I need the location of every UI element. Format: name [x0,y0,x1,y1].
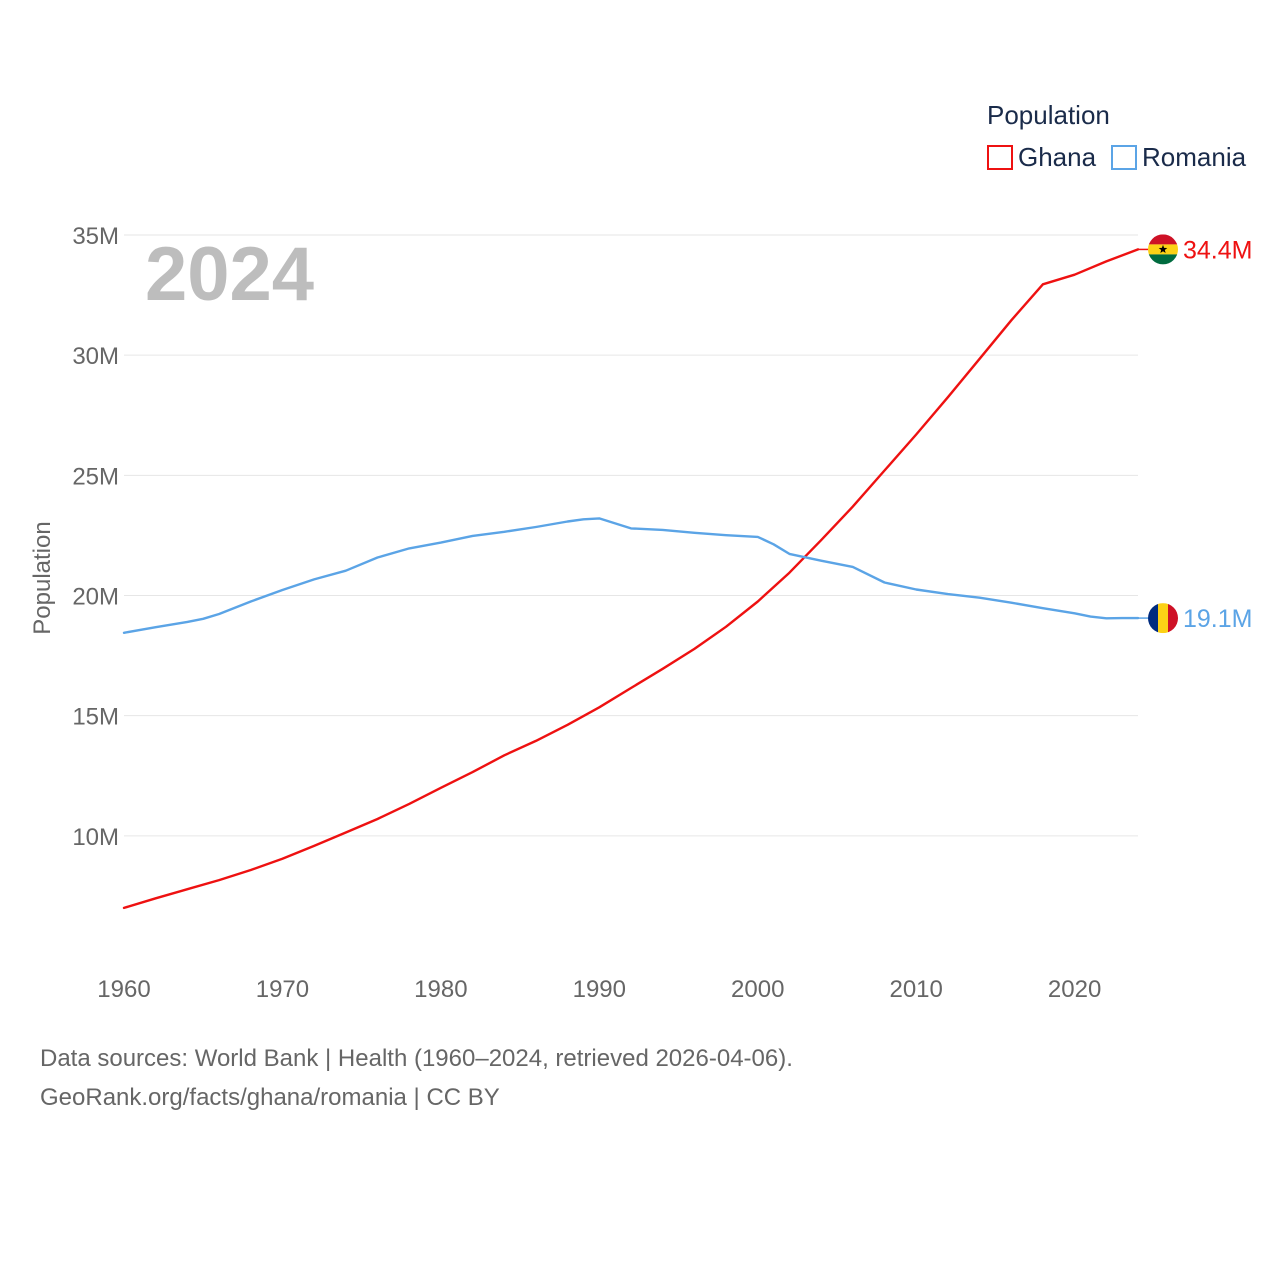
series-lines [122,248,1140,910]
x-tick-label: 1960 [97,976,150,1003]
y-tick-label: 10M [72,824,119,851]
legend-swatch-ghana [987,145,1013,170]
x-tick-label: 1970 [256,976,309,1003]
end-value-label-ghana: 34.4M [1183,236,1252,264]
x-axis-ticks: 1960 1970 1980 1990 2000 2010 2020 [97,976,1101,1003]
footer-sources: Data sources: World Bank | Health (1960–… [40,1045,793,1072]
series-end-markers: 34.4M 19.1M [1138,234,1252,634]
x-tick-label: 2010 [889,976,942,1003]
y-tick-label: 20M [72,584,119,611]
legend-label-ghana: Ghana [1018,142,1097,172]
x-tick-label: 1990 [573,976,626,1003]
legend-swatch-romania [1111,145,1137,170]
y-tick-label: 35M [72,223,119,250]
y-tick-label: 25M [72,463,119,490]
y-axis-title: Population [29,521,56,634]
legend-item-ghana[interactable]: Ghana [987,142,1097,172]
x-tick-label: 2020 [1048,976,1101,1003]
legend-label-romania: Romania [1142,142,1247,172]
series-line-ghana [122,248,1140,910]
legend: Population Ghana Romania [987,100,1247,172]
x-tick-label: 2000 [731,976,784,1003]
series-line-romania [122,517,1140,634]
end-value-label-romania: 19.1M [1183,605,1252,633]
y-tick-label: 15M [72,704,119,731]
y-axis-ticks: 10M 15M 20M 25M 30M 35M [72,223,119,851]
year-label: 2024 [145,232,314,317]
gridlines [124,234,1138,837]
flag-icon-ghana [1148,234,1178,265]
legend-title: Population [987,100,1110,130]
legend-item-romania[interactable]: Romania [1111,142,1247,172]
footer-attribution: GeoRank.org/facts/ghana/romania | CC BY [40,1084,500,1111]
y-tick-label: 30M [72,343,119,370]
flag-icon-romania [1148,603,1178,634]
x-tick-label: 1980 [414,976,467,1003]
